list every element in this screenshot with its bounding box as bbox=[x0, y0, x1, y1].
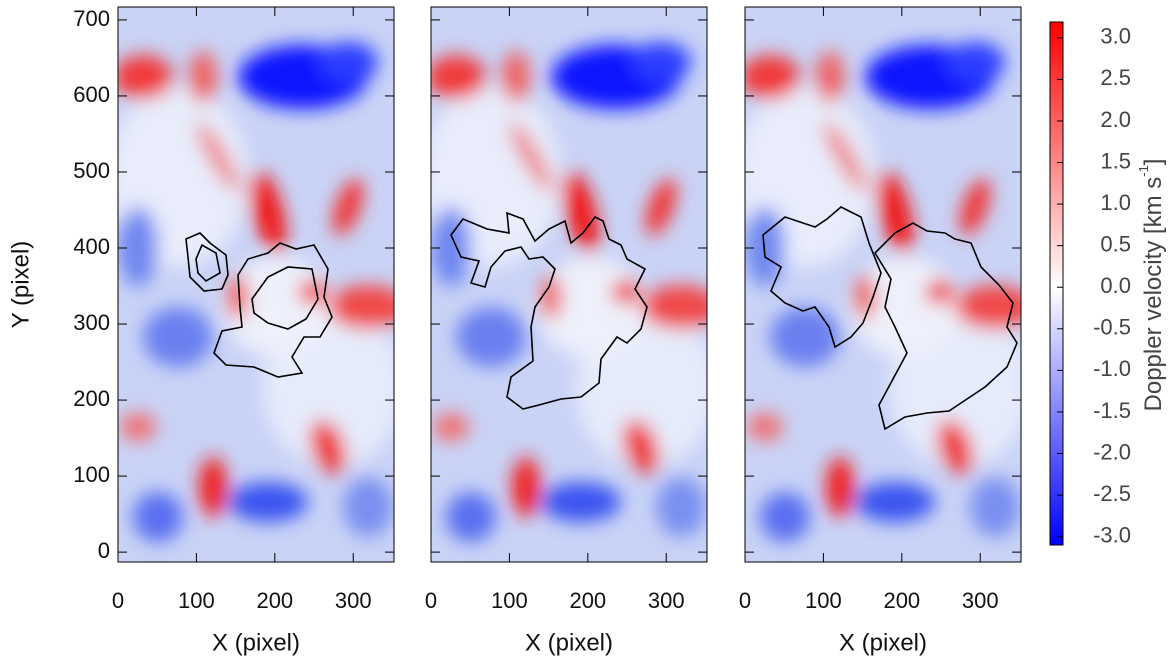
colorbar-tick-label: -2.0 bbox=[1093, 439, 1131, 464]
velocity-map bbox=[421, 7, 721, 562]
x-axis-label: X (pixel) bbox=[525, 629, 613, 656]
x-axis-label: X (pixel) bbox=[839, 629, 927, 656]
y-tick-label: 100 bbox=[73, 462, 110, 487]
x-tick-label: 100 bbox=[491, 588, 528, 613]
contour bbox=[185, 232, 333, 378]
x-tick-label: 100 bbox=[805, 588, 842, 613]
colorbar-tick-label: -3.0 bbox=[1093, 522, 1131, 547]
velocity-map bbox=[108, 7, 408, 562]
y-tick-label: 600 bbox=[73, 82, 110, 107]
x-tick-label: 200 bbox=[256, 588, 293, 613]
colorbar-tick-label: -2.5 bbox=[1093, 481, 1131, 506]
y-tick-label: 0 bbox=[98, 538, 110, 563]
colorbar-tick-label: 3.0 bbox=[1100, 24, 1131, 49]
x-axis-label: X (pixel) bbox=[212, 629, 300, 656]
x-tick-label: 100 bbox=[178, 588, 215, 613]
x-tick-label: 300 bbox=[648, 588, 685, 613]
contour bbox=[450, 211, 648, 410]
colorbar-tick-label: -0.5 bbox=[1093, 315, 1131, 340]
colorbar-tick-label: 1.5 bbox=[1100, 148, 1131, 173]
y-tick-label: 200 bbox=[73, 386, 110, 411]
x-tick-label: 0 bbox=[425, 588, 437, 613]
colorbar-label-text: Doppler velocity [km s bbox=[1140, 177, 1167, 412]
x-tick-label: 0 bbox=[739, 588, 751, 613]
panel: 0 100 200 300 X (pixel) bbox=[421, 6, 721, 656]
velocity-map bbox=[735, 7, 1035, 562]
y-axis-label: Y (pixel) bbox=[7, 241, 34, 329]
x-tick-label: 200 bbox=[883, 588, 920, 613]
x-tick-label: 300 bbox=[962, 588, 999, 613]
colorbar bbox=[1049, 21, 1064, 546]
colorbar-tick-label: -1.5 bbox=[1093, 398, 1131, 423]
x-tick-label: 300 bbox=[335, 588, 372, 613]
y-tick-label: 700 bbox=[73, 6, 110, 31]
colorbar-tick-label: 2.5 bbox=[1100, 65, 1131, 90]
x-tick-label: 0 bbox=[112, 588, 124, 613]
frame bbox=[430, 6, 708, 563]
panel: 0 100 200 300 0 100 200 300 400 500 600 700 X (pixel… bbox=[7, 6, 408, 656]
colorbar-tick-label: -1.0 bbox=[1093, 356, 1131, 381]
colorbar-label-end: ] bbox=[1140, 159, 1167, 166]
colorbar-tick-label: 2.0 bbox=[1100, 107, 1131, 132]
y-tick-label: 500 bbox=[73, 158, 110, 183]
colorbar-label-sup: -1 bbox=[1136, 165, 1151, 177]
colorbar-label: Doppler velocity [km s-1] bbox=[1136, 159, 1167, 412]
contour bbox=[762, 206, 1018, 431]
frame bbox=[744, 6, 1022, 563]
colorbar-tick-label: 0.5 bbox=[1100, 231, 1131, 256]
colorbar-tick-label: 0.0 bbox=[1100, 273, 1131, 298]
y-tick-label: 400 bbox=[73, 234, 110, 259]
panel: 0 100 200 300 X (pixel) bbox=[735, 6, 1035, 656]
y-tick-label: 300 bbox=[73, 310, 110, 335]
colorbar-tick-label: 1.0 bbox=[1100, 190, 1131, 215]
x-tick-label: 200 bbox=[569, 588, 606, 613]
frame bbox=[117, 6, 395, 563]
